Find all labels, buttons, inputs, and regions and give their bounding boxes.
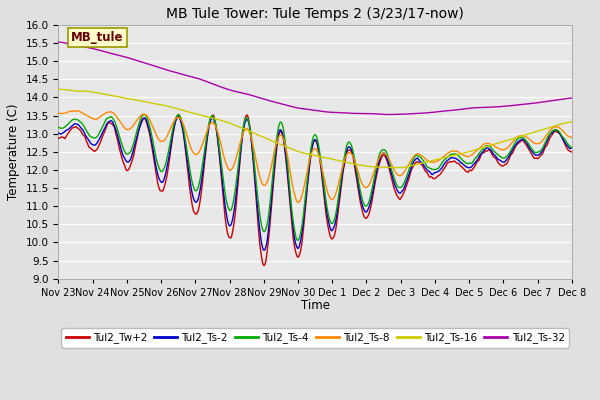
X-axis label: Time: Time — [301, 299, 329, 312]
Legend: Tul2_Tw+2, Tul2_Ts-2, Tul2_Ts-4, Tul2_Ts-8, Tul2_Ts-16, Tul2_Ts-32: Tul2_Tw+2, Tul2_Ts-2, Tul2_Ts-4, Tul2_Ts… — [61, 328, 569, 348]
Title: MB Tule Tower: Tule Temps 2 (3/23/17-now): MB Tule Tower: Tule Temps 2 (3/23/17-now… — [166, 7, 464, 21]
Text: MB_tule: MB_tule — [71, 31, 124, 44]
Y-axis label: Temperature (C): Temperature (C) — [7, 104, 20, 200]
